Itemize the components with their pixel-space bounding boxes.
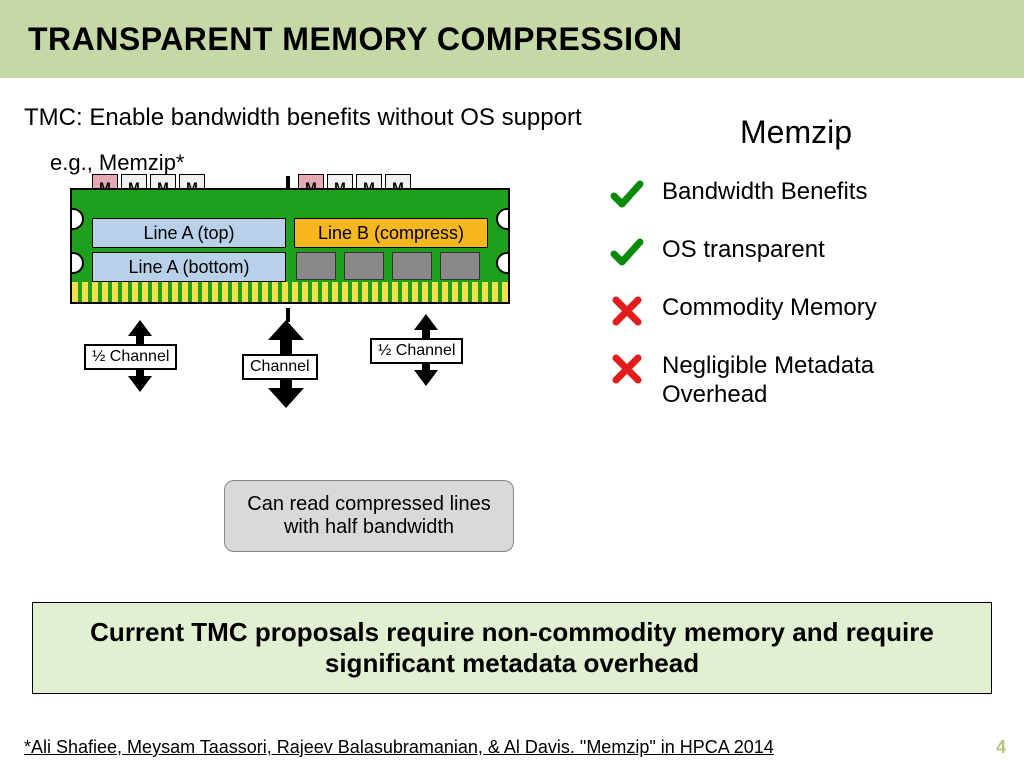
dimm-notch bbox=[496, 252, 510, 274]
feature-label: Bandwidth Benefits bbox=[662, 178, 867, 207]
feature-row: Commodity Memory bbox=[610, 294, 982, 328]
citation: *Ali Shafiee, Meysam Taassori, Rajeev Ba… bbox=[24, 737, 774, 758]
feature-row: Bandwidth Benefits bbox=[610, 178, 982, 212]
dimm-notch bbox=[70, 208, 84, 230]
half-channel-label-left: ½ Channel bbox=[84, 344, 177, 370]
cross-icon bbox=[610, 352, 644, 386]
feature-list: Bandwidth Benefits OS transparent Commod… bbox=[610, 178, 982, 434]
memzip-heading: Memzip bbox=[740, 114, 852, 151]
subtitle: TMC: Enable bandwidth benefits without O… bbox=[24, 104, 582, 132]
memory-chip bbox=[344, 252, 384, 280]
half-channel-label-right: ½ Channel bbox=[370, 338, 463, 364]
conclusion-box: Current TMC proposals require non-commod… bbox=[32, 602, 992, 694]
line-a-top: Line A (top) bbox=[92, 218, 286, 248]
feature-row: OS transparent bbox=[610, 236, 982, 270]
line-a-bottom: Line A (bottom) bbox=[92, 252, 286, 282]
dimm-pin-row bbox=[72, 282, 508, 302]
feature-label: OS transparent bbox=[662, 236, 825, 265]
check-icon bbox=[610, 236, 644, 270]
memory-chip bbox=[296, 252, 336, 280]
channel-labels: ½ Channel Channel ½ Channel bbox=[70, 320, 510, 410]
cross-icon bbox=[610, 294, 644, 328]
dimm-body: Line A (top) Line A (bottom) Line B (com… bbox=[70, 188, 510, 304]
memory-chip bbox=[440, 252, 480, 280]
feature-row: Negligible Metadata Overhead bbox=[610, 352, 982, 410]
example-label: e.g., Memzip* bbox=[50, 150, 185, 176]
line-b-compress: Line B (compress) bbox=[294, 218, 488, 248]
memory-chip bbox=[392, 252, 432, 280]
page-number: 4 bbox=[996, 737, 1006, 758]
feature-label: Commodity Memory bbox=[662, 294, 877, 323]
dimm-notch bbox=[70, 252, 84, 274]
dimm-notch bbox=[496, 208, 510, 230]
page-title: TRANSPARENT MEMORY COMPRESSION bbox=[28, 21, 682, 58]
memory-chip-row bbox=[296, 252, 480, 280]
title-bar: TRANSPARENT MEMORY COMPRESSION bbox=[0, 0, 1024, 78]
feature-label: Negligible Metadata Overhead bbox=[662, 352, 982, 410]
dimm-diagram: M M M M M M M M Line A (top) Line A (bot… bbox=[70, 188, 510, 304]
callout-box: Can read compressed lines with half band… bbox=[224, 480, 514, 552]
full-channel-label: Channel bbox=[242, 354, 318, 380]
check-icon bbox=[610, 178, 644, 212]
